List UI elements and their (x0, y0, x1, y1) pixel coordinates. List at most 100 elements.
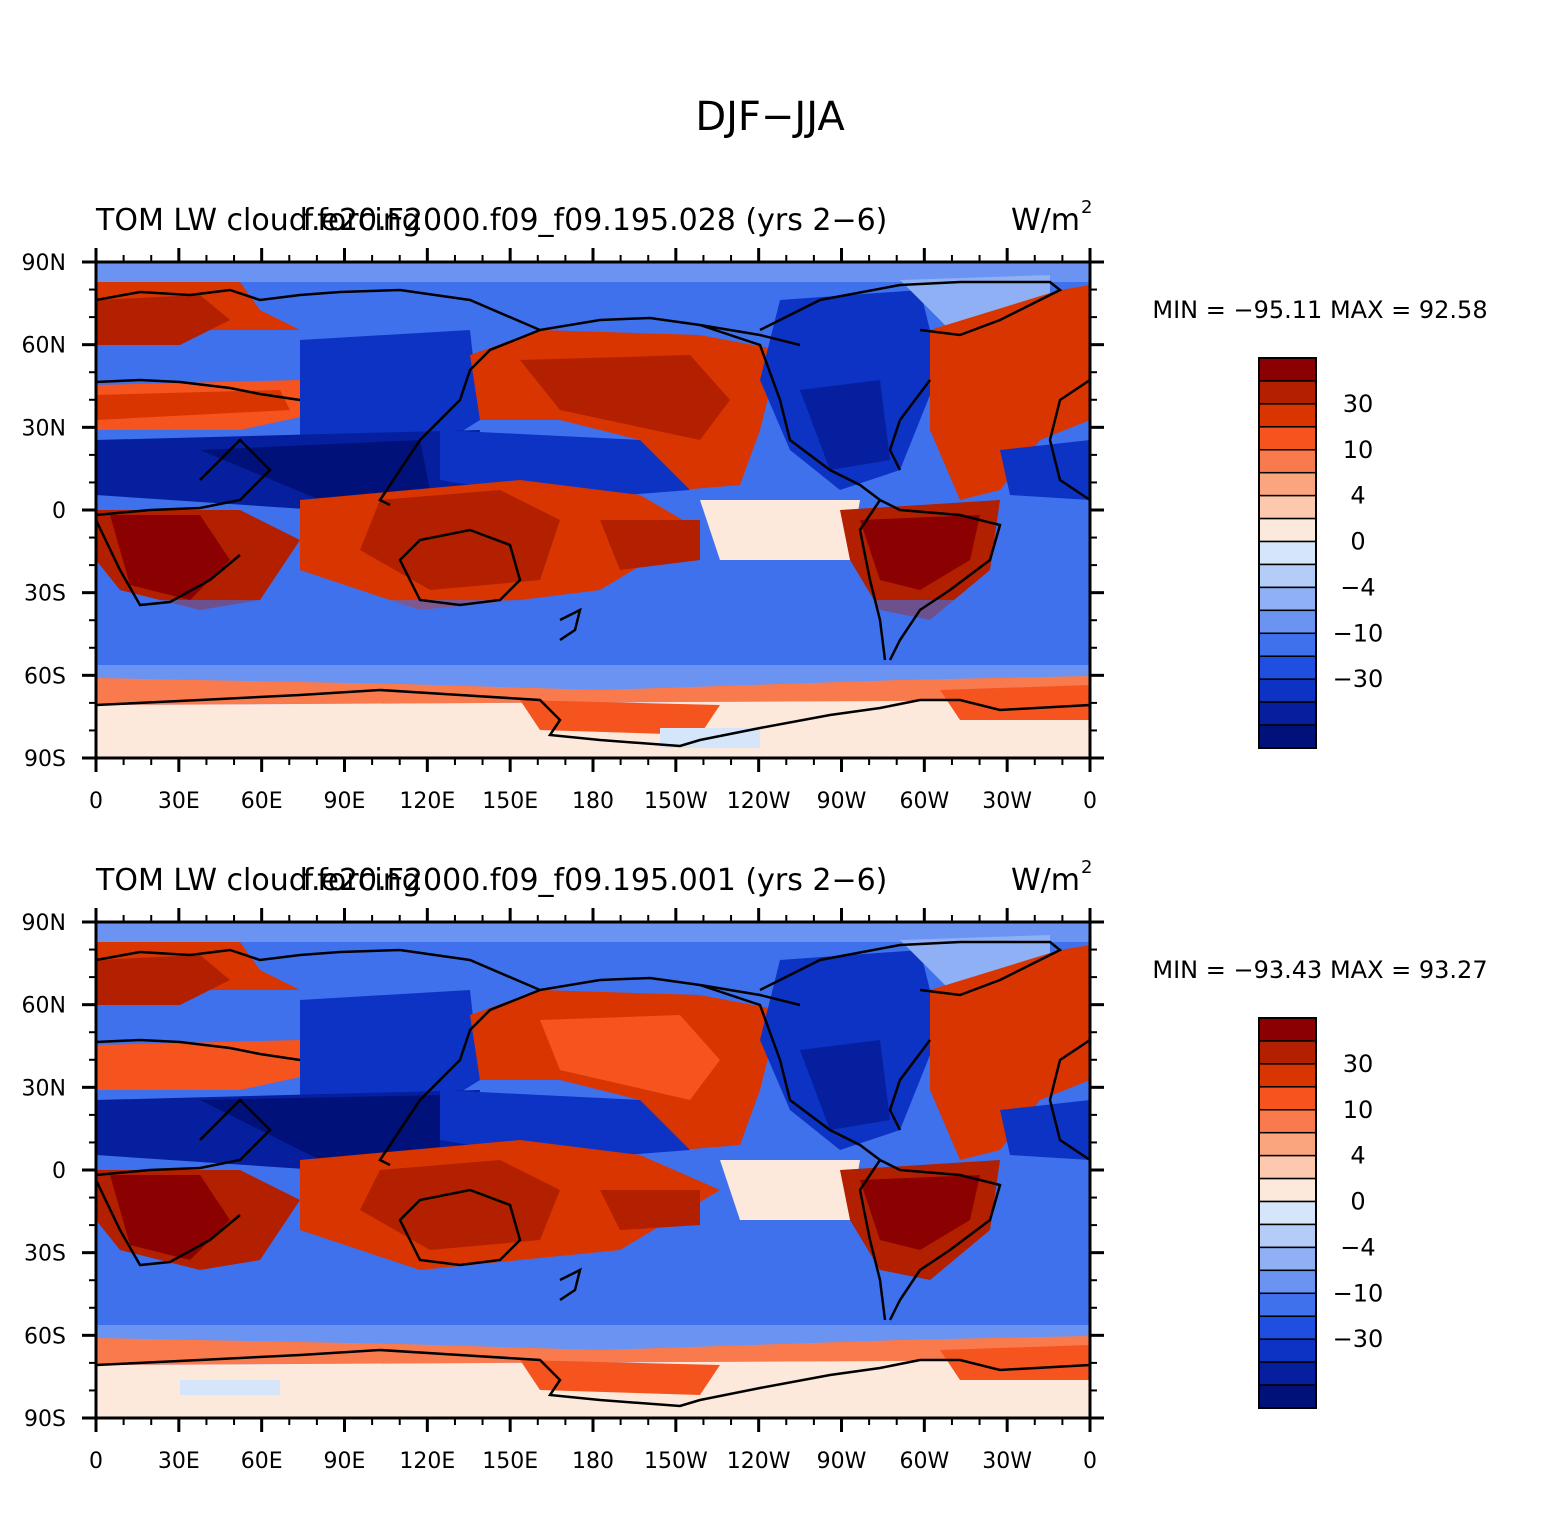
lon-tick-label: 0 (1083, 789, 1097, 814)
colorbar-label: 4 (1350, 482, 1365, 510)
lat-tick-label: 60N (22, 994, 66, 1019)
colorbar-swatch (1258, 471, 1317, 497)
colorbar-swatch (1258, 632, 1317, 657)
colorbar-swatch (1258, 1109, 1317, 1134)
colorbar-label: 0 (1350, 528, 1365, 556)
panel-1-units: W/m (1011, 203, 1080, 238)
lon-tick-label: 90E (324, 789, 366, 814)
lat-tick-label: 90S (24, 1407, 66, 1432)
colorbar-label: 10 (1343, 1096, 1374, 1124)
colorbar-swatch (1258, 1063, 1317, 1088)
lon-tick-label: 120W (727, 1449, 791, 1474)
lon-tick-label: 120E (399, 789, 455, 814)
lon-tick-label: 0 (89, 1449, 103, 1474)
lat-tick-label: 90N (22, 251, 66, 276)
panel-2-units-sup: 2 (1081, 857, 1092, 878)
colorbar-label: −4 (1340, 1233, 1375, 1261)
colorbar-swatch (1258, 1131, 1317, 1157)
panel-2: TOM LW cloud forcing f.e20.F2000.f09_f09… (22, 857, 1488, 1474)
lat-tick-label: 30N (22, 416, 66, 441)
colorbar-swatch (1258, 1246, 1317, 1272)
colorbar-label: −10 (1333, 619, 1384, 647)
panel-1-colorbar: 30 10 4 0 −4 −10 −30 (1258, 357, 1384, 749)
colorbar-swatch (1258, 494, 1317, 520)
colorbar-swatch (1258, 517, 1317, 543)
lat-tick-label: 60S (24, 1324, 66, 1349)
lon-tick-label: 60E (241, 1449, 283, 1474)
colorbar-swatch (1258, 1269, 1317, 1295)
colorbar-frame (1258, 1017, 1317, 1409)
lon-tick-label: 120E (399, 1449, 455, 1474)
lon-tick-label: 60W (899, 789, 949, 814)
lon-tick-label: 30E (158, 789, 200, 814)
colorbar-swatch (1258, 1177, 1317, 1203)
panel-2-stats: MIN = −93.43 MAX = 93.27 (1152, 956, 1487, 984)
colorbar-swatch (1258, 1361, 1317, 1386)
colorbar-label: −4 (1340, 573, 1375, 601)
colorbar-frame (1258, 357, 1317, 749)
panel-1-stats: MIN = −95.11 MAX = 92.58 (1152, 296, 1487, 324)
figure-title: DJF−JJA (695, 94, 845, 140)
colorbar-swatch (1258, 655, 1317, 680)
lon-tick-label: 0 (89, 789, 103, 814)
lon-tick-label: 120W (727, 789, 791, 814)
lon-tick-label: 180 (572, 1449, 614, 1474)
lon-tick-label: 30W (982, 789, 1032, 814)
colorbar-swatch (1258, 1338, 1317, 1363)
colorbar-swatch (1258, 449, 1317, 474)
lat-tick-label: 0 (52, 1159, 66, 1184)
lat-tick-label: 30S (24, 582, 66, 607)
colorbar-label: −30 (1333, 665, 1384, 693)
lon-tick-label: 90W (817, 789, 867, 814)
panel-2-ticks: 90N 60N 30N 0 30S 60S 90S 0 30E 60E 90E 120E 150E 180… (22, 908, 1104, 1474)
colorbar-swatch (1258, 403, 1317, 428)
colorbar-swatch (1258, 380, 1317, 405)
lat-tick-label: 60N (22, 334, 66, 359)
colorbar-swatch (1258, 1040, 1317, 1065)
colorbar-swatch (1258, 540, 1317, 566)
lat-tick-label: 90S (24, 747, 66, 772)
panel-1-left-label: TOM LW cloud forcing (95, 203, 421, 238)
colorbar-swatch (1258, 1315, 1317, 1340)
lon-tick-label: 90W (817, 1449, 867, 1474)
lon-tick-label: 30E (158, 1449, 200, 1474)
panel-1-center-label: f.e20.F2000.f09_f09.195.028 (yrs 2−6) (303, 203, 888, 238)
lon-tick-label: 30W (982, 1449, 1032, 1474)
lon-tick-label: 90E (324, 1449, 366, 1474)
lon-tick-label: 180 (572, 789, 614, 814)
panel-2-center-label: f.e20.F2000.f09_f09.195.001 (yrs 2−6) (303, 863, 888, 898)
lon-tick-label: 60W (899, 1449, 949, 1474)
colorbar-label: 0 (1350, 1188, 1365, 1216)
colorbar-swatch (1258, 426, 1317, 451)
lat-tick-label: 0 (52, 499, 66, 524)
lon-tick-label: 60E (241, 789, 283, 814)
colorbar-swatch (1258, 1017, 1317, 1042)
colorbar-swatch (1258, 1154, 1317, 1180)
colorbar-swatch (1258, 586, 1317, 612)
colorbar-swatch (1258, 1223, 1317, 1249)
lon-tick-label: 150E (482, 1449, 538, 1474)
lon-tick-label: 0 (1083, 1449, 1097, 1474)
colorbar-label: 30 (1343, 390, 1374, 418)
colorbar-label: −30 (1333, 1325, 1384, 1353)
lat-tick-label: 30N (22, 1076, 66, 1101)
panel-2-units: W/m (1011, 863, 1080, 898)
colorbar-swatch (1258, 1086, 1317, 1111)
panel-2-left-label: TOM LW cloud forcing (95, 863, 421, 898)
lon-tick-label: 150W (644, 789, 708, 814)
colorbar-label: 10 (1343, 436, 1374, 464)
lon-tick-label: 150E (482, 789, 538, 814)
panel-1-ticks: 90N 60N 30N 0 30S 60S 90S 0 30E 60E 90E 120E 150E 180… (22, 248, 1104, 814)
lat-tick-label: 90N (22, 911, 66, 936)
colorbar-swatch (1258, 357, 1317, 382)
lat-tick-label: 30S (24, 1242, 66, 1267)
colorbar-swatch (1258, 701, 1317, 726)
colorbar-swatch (1258, 678, 1317, 703)
colorbar-swatch (1258, 1292, 1317, 1317)
panel-2-map (96, 922, 1090, 1418)
panel-2-colorbar: 30 10 4 0 −4 −10 −30 (1258, 1017, 1384, 1409)
colorbar-swatch (1258, 1200, 1317, 1226)
colorbar-swatch (1258, 609, 1317, 635)
lat-tick-label: 60S (24, 664, 66, 689)
colorbar-label: 4 (1350, 1142, 1365, 1170)
